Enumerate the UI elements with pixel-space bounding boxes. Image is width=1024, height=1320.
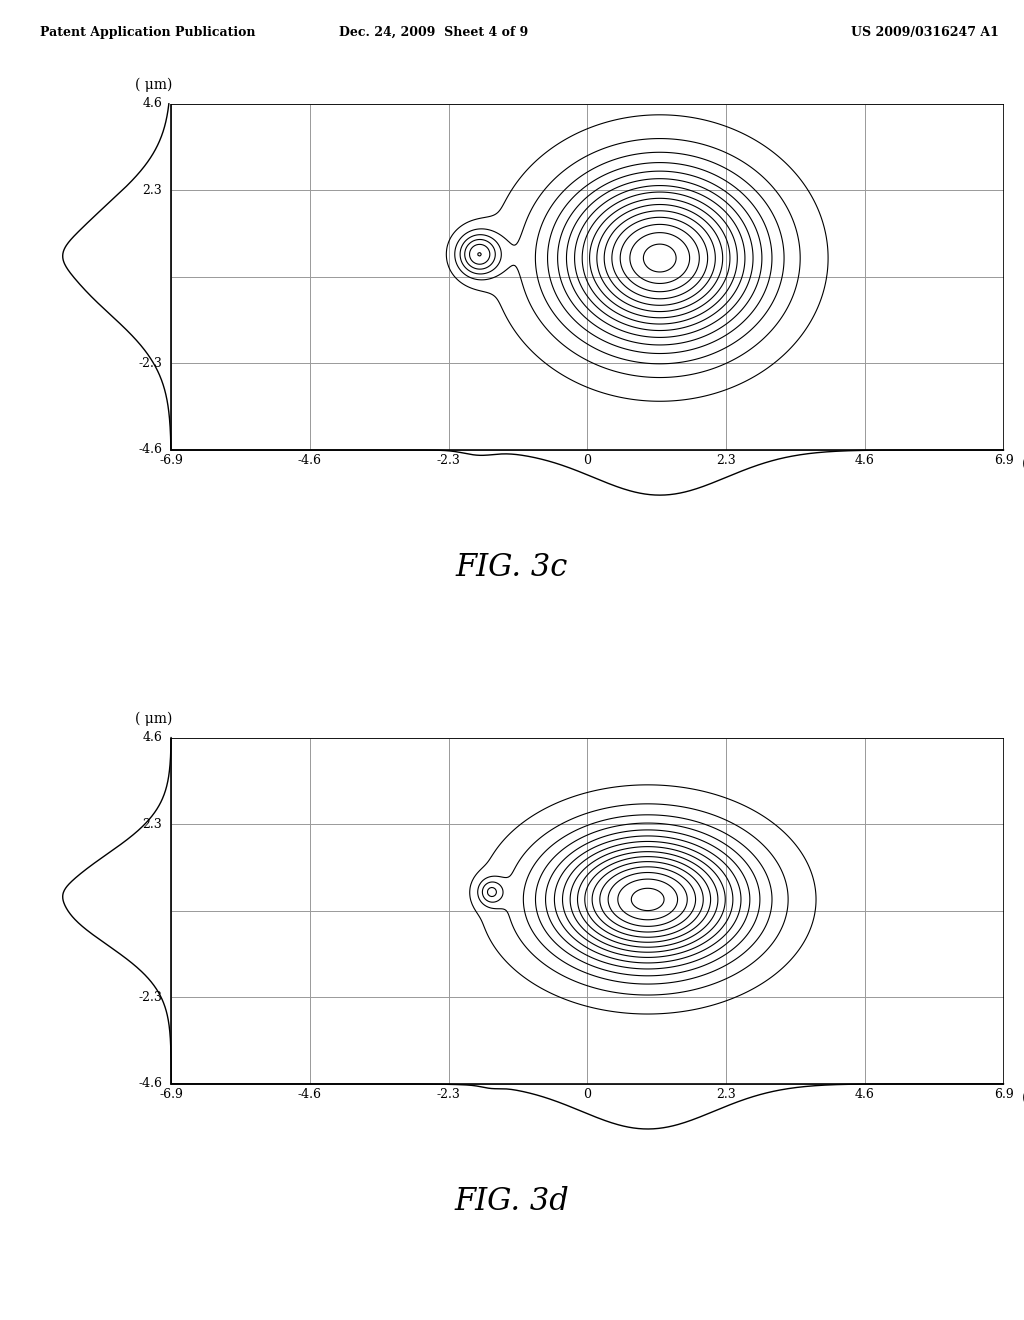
Text: ( μm): ( μm): [1022, 457, 1024, 471]
Text: -4.6: -4.6: [138, 1077, 162, 1090]
Text: -2.3: -2.3: [138, 356, 162, 370]
Text: Dec. 24, 2009  Sheet 4 of 9: Dec. 24, 2009 Sheet 4 of 9: [339, 26, 528, 40]
Text: 4.6: 4.6: [855, 454, 874, 467]
Text: -4.6: -4.6: [138, 444, 162, 457]
Text: -6.9: -6.9: [160, 454, 183, 467]
Text: 4.6: 4.6: [142, 731, 162, 744]
Text: 2.3: 2.3: [142, 183, 162, 197]
Text: -2.3: -2.3: [437, 454, 461, 467]
Text: 6.9: 6.9: [993, 1089, 1014, 1101]
Bar: [171, 104, 1004, 450]
Text: 4.6: 4.6: [855, 1089, 874, 1101]
Text: -4.6: -4.6: [298, 1089, 322, 1101]
Text: US 2009/0316247 A1: US 2009/0316247 A1: [851, 26, 998, 40]
Text: Patent Application Publication: Patent Application Publication: [40, 26, 256, 40]
Text: ( μm): ( μm): [1022, 1090, 1024, 1105]
Bar: [171, 738, 1004, 1084]
Text: -4.6: -4.6: [298, 454, 322, 467]
Text: 0: 0: [584, 1089, 592, 1101]
Text: -2.3: -2.3: [437, 1089, 461, 1101]
Text: -2.3: -2.3: [138, 991, 162, 1003]
Text: ( μm): ( μm): [135, 78, 172, 92]
Text: FIG. 3d: FIG. 3d: [455, 1185, 569, 1217]
Text: 2.3: 2.3: [142, 817, 162, 830]
Text: FIG. 3c: FIG. 3c: [456, 552, 568, 583]
Text: 2.3: 2.3: [716, 1089, 736, 1101]
Text: -6.9: -6.9: [160, 1089, 183, 1101]
Text: 2.3: 2.3: [716, 454, 736, 467]
Text: 4.6: 4.6: [142, 98, 162, 111]
Text: 6.9: 6.9: [993, 454, 1014, 467]
Text: ( μm): ( μm): [135, 711, 172, 726]
Text: 0: 0: [584, 454, 592, 467]
